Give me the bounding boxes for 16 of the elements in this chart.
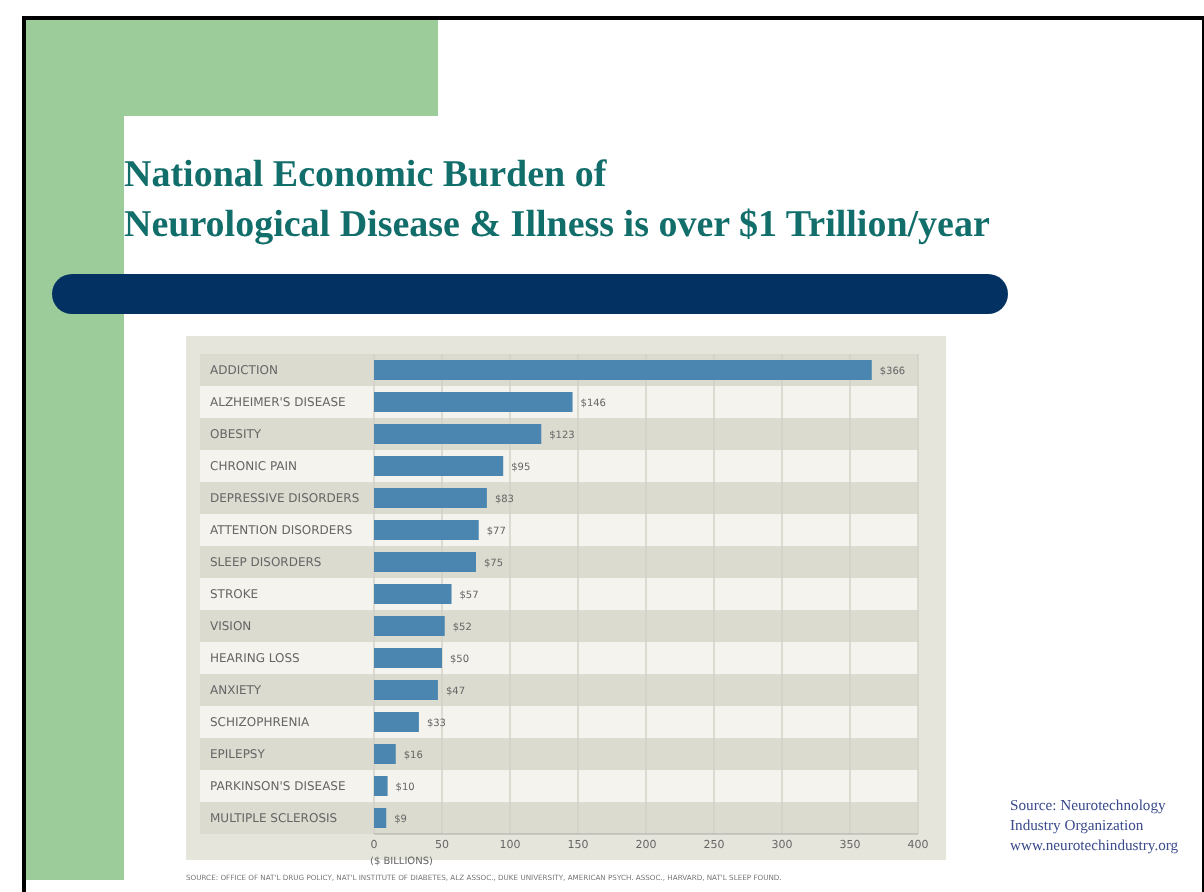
bar bbox=[374, 648, 442, 668]
bar bbox=[374, 392, 573, 412]
bar bbox=[374, 744, 396, 764]
bar bbox=[374, 552, 476, 572]
bar bbox=[374, 680, 438, 700]
bar bbox=[374, 488, 487, 508]
bar bbox=[374, 584, 452, 604]
bar bbox=[374, 424, 542, 444]
bar bbox=[374, 456, 504, 476]
bar bbox=[374, 808, 387, 828]
chart-title: National Economic Burden of Neurological Disease & Illness is over $1 Trillion/year bbox=[124, 154, 991, 246]
bar bbox=[374, 776, 388, 796]
bar bbox=[374, 520, 479, 540]
bar bbox=[374, 712, 419, 732]
bar bbox=[374, 616, 445, 636]
bar bbox=[374, 360, 872, 380]
